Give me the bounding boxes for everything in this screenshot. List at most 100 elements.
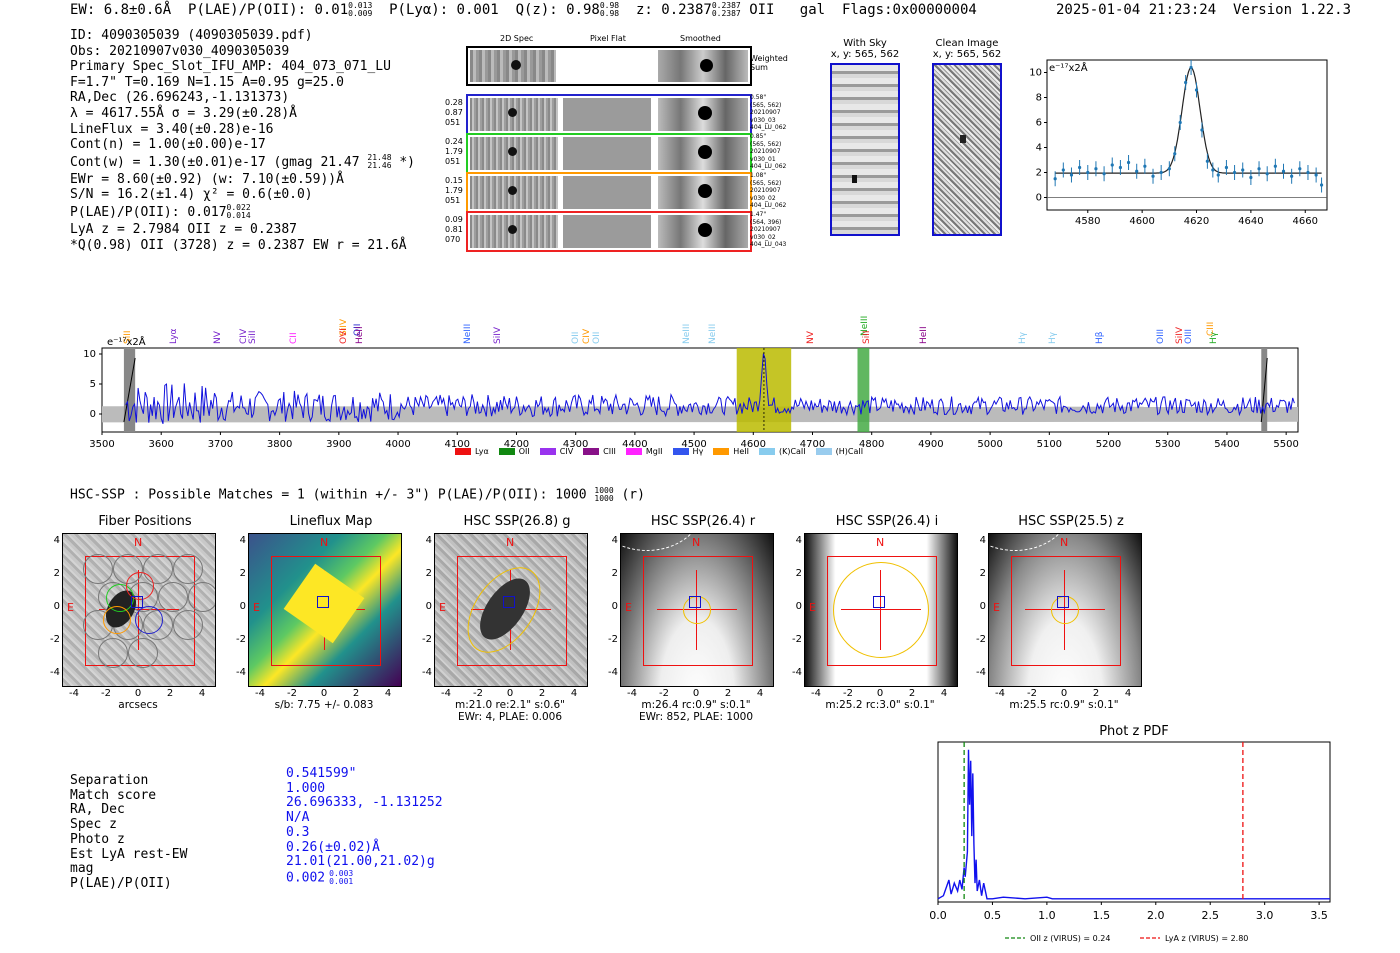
hsc-caption-2: EWr: 852, PLAE: 1000 xyxy=(638,711,754,723)
hsc-panel-title: HSC SSP(25.5) z xyxy=(1018,514,1124,529)
hsc-y-tick-label: -4 xyxy=(976,667,986,678)
legend-swatch xyxy=(713,448,730,455)
hsc-x-tick-label: 0 xyxy=(1060,688,1068,699)
match-value: 26.696333, -1.131252 xyxy=(286,796,443,811)
match-table-values: 0.541599" 1.000 26.696333, -1.131252 N/A 0.3… xyxy=(286,766,443,886)
zoom-data-point xyxy=(1265,172,1269,176)
header-plae-hi: 0.013 xyxy=(348,1,373,10)
hsc-caption-1: s/b: 7.75 +/- 0.083 xyxy=(274,699,374,711)
zoom-data-point xyxy=(1173,152,1177,156)
header-version: Version 1.22.3 xyxy=(1233,2,1352,18)
info-contw: Cont(w) = 1.30(±0.01)e-17 (gmag 21.47 xyxy=(70,154,360,170)
zoom-data-point xyxy=(1314,173,1318,177)
hsc-y-tick-label: 4 xyxy=(425,535,432,546)
legend-entry: Lyα xyxy=(455,447,489,456)
match-table-labels: Separation Match score RA, Dec Spec z Photo … xyxy=(70,773,187,892)
header-datetime: 2025-01-04 21:23:24 xyxy=(1056,2,1217,18)
cutout-left-value: 0.81 xyxy=(445,225,463,234)
hsc-y-tick-label: 4 xyxy=(795,535,802,546)
match-label: mag xyxy=(70,861,94,877)
weighted-source-blob xyxy=(511,60,521,70)
main-x-tick-label: 4800 xyxy=(859,439,884,450)
hsc-x-tick-label: 0 xyxy=(876,688,884,699)
main-spectrum-plot: e⁻¹⁷x2Å 3500 3600 3700 3800 3900 4000 4100 4200… xyxy=(83,336,1299,450)
match-value-text: 0.3 xyxy=(286,824,310,840)
info-plae-lo: 0.014 xyxy=(226,211,251,221)
photz-legend-lya: LyA z (VIRUS) = 2.80 xyxy=(1165,934,1248,943)
hsc-east-label: E xyxy=(625,601,632,614)
legend-label: (H)CaII xyxy=(835,447,864,456)
header-z-lo: 0.2387 xyxy=(711,9,741,18)
info-sn: S/N = 16.2(±1.4) χ² = 0.6(±0.0) xyxy=(70,187,313,203)
cutout-row xyxy=(466,172,752,213)
hsc-x-tick-label: 2 xyxy=(724,688,732,699)
main-spectrum-line xyxy=(125,353,1295,424)
cutout-right-values: 0.85" (565, 562) 20210907 v030_01 404_LU_062 xyxy=(750,133,786,171)
cutout-left-value: 0.87 xyxy=(445,108,463,117)
zoom-data-point xyxy=(1151,174,1155,178)
hsc-east-label: E xyxy=(809,601,816,614)
cutout-right-value: 20210907 xyxy=(750,226,781,233)
legend-label: Hγ xyxy=(692,447,704,456)
zoom-data-point xyxy=(1078,165,1082,170)
photz-plot: 0.0 0.5 1.0 1.5 2.0 2.5 3.0 3.5 OII z (VIRUS) = … xyxy=(929,741,1331,943)
cutout-right-value: (565, 562) xyxy=(750,101,782,109)
cutout-left-value: 0.28 xyxy=(445,98,463,107)
main-x-tick-label: 4500 xyxy=(681,439,706,450)
main-x-tick-label: 4600 xyxy=(741,439,766,450)
hsc-summary-end: (r) xyxy=(621,487,645,503)
hsc-x-tick-label: 4 xyxy=(384,688,392,699)
cutout-source-blob xyxy=(508,108,517,117)
legend-swatch xyxy=(498,448,515,455)
cutout-source-blob xyxy=(508,186,517,195)
legend-entry: HeII xyxy=(713,447,749,456)
col-title-2dspec: 2D Spec xyxy=(500,34,534,43)
main-x-tick-label: 4100 xyxy=(445,439,470,450)
line-legend: Lyα OII CIV CIII MgII Hγ HeII (K)CaII (H)CaII xyxy=(455,447,873,456)
zoom-y-tick-label: 4 xyxy=(1036,143,1042,154)
cutout-left-value: 0.09 xyxy=(445,215,463,224)
info-fwhm: F=1.7" T=0.169 N=1.15 A=0.95 g=25.0 xyxy=(70,74,344,90)
main-masked-hatch xyxy=(123,357,136,423)
legend-label: MgII xyxy=(645,447,663,456)
hsc-galaxy-ellipse xyxy=(833,562,929,658)
info-lya: LyA z = 2.7984 OII z = 0.2387 xyxy=(70,221,297,237)
header-qz: Q(z): 0.98 xyxy=(515,2,600,18)
main-y-tick-label: 5 xyxy=(90,379,96,390)
match-value: 0.26(±0.02)Å xyxy=(286,840,443,856)
match-value-text: N/A xyxy=(286,810,310,826)
legend-entry: (H)CaII xyxy=(815,447,864,456)
zoom-x-tick-label: 4640 xyxy=(1238,216,1263,227)
header-plae-lo: 0.009 xyxy=(348,9,373,18)
zoom-data-point xyxy=(1194,88,1199,92)
zoom-data-point xyxy=(1061,168,1065,172)
info-radec: RA,Dec (26.696243,-1.131373) xyxy=(70,90,290,106)
info-obs: Obs: 20210907v030_4090305039 xyxy=(70,43,290,59)
hsc-panel-title: Fiber Positions xyxy=(98,514,192,529)
legend-entry: CIII xyxy=(583,447,616,456)
info-plae-row: P(LAE)/P(OII): 0.017 0.022 0.014 xyxy=(70,203,415,222)
zoom-data-point xyxy=(1110,163,1114,167)
cutout-right-value: 0.58" xyxy=(750,94,767,101)
cutout-right-value: (565, 562) xyxy=(750,140,782,148)
clean-image-title: Clean Image xyxy=(935,38,999,49)
info-lambda: λ = 4617.55Å σ = 3.29(±0.28)Å xyxy=(70,105,297,121)
hsc-x-tick-label: 4 xyxy=(940,688,948,699)
hsc-y-tick-label: -4 xyxy=(608,667,618,678)
main-x-tick-label: 4200 xyxy=(504,439,529,450)
hsc-caption-1: m:21.0 re:2.1" s:0.6" xyxy=(455,699,565,711)
weighted-label: Weighted Sum xyxy=(750,54,788,72)
header-plae: P(LAE)/P(OII): 0.01 xyxy=(188,2,349,18)
hsc-y-tick-label: -2 xyxy=(422,634,432,645)
with-sky-title: With Sky xyxy=(843,38,887,49)
legend-entry: MgII xyxy=(625,447,663,456)
fiber-circle xyxy=(173,610,203,640)
hsc-x-tick-label: 4 xyxy=(1124,688,1132,699)
hsc-north-label: N xyxy=(134,536,143,549)
cutout-grid: 2D Spec Pixel Flat Smoothed Weighted Sum… xyxy=(440,34,790,256)
zoom-x-tick-label: 4620 xyxy=(1184,216,1209,227)
cutout-right-value: v030_01 xyxy=(750,155,776,163)
main-x-tick-label: 5200 xyxy=(1096,439,1121,450)
match-label: Spec z xyxy=(70,817,117,833)
